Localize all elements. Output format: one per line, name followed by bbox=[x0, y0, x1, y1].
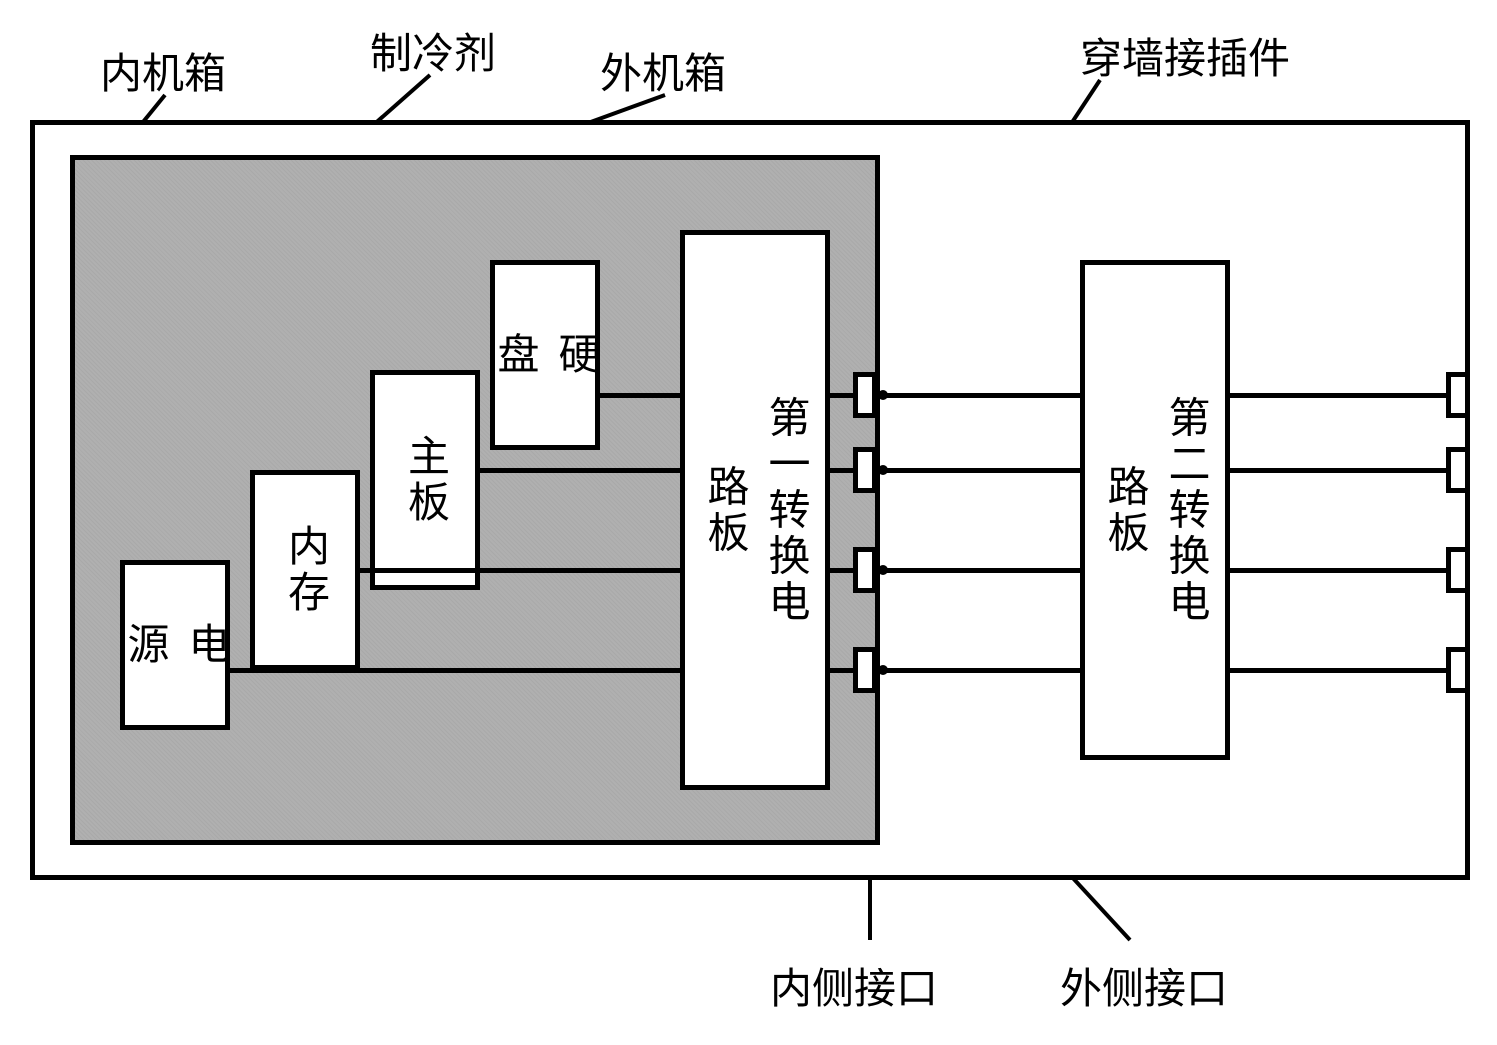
wall-connector bbox=[853, 447, 877, 493]
outer-connector bbox=[1446, 447, 1470, 493]
power-label: 电源 bbox=[114, 605, 236, 685]
first-converter-box: 第一转换电路板 bbox=[680, 230, 830, 790]
hdd-box: 硬盘 bbox=[490, 260, 600, 450]
bus-line bbox=[360, 568, 680, 573]
mainboard-label: 主板 bbox=[395, 434, 456, 526]
bus-line bbox=[1230, 393, 1446, 398]
wall-connector bbox=[853, 647, 877, 693]
wall-connector bbox=[853, 547, 877, 593]
power-box: 电源 bbox=[120, 560, 230, 730]
mainboard-box: 主板 bbox=[370, 370, 480, 590]
bus-line bbox=[830, 468, 853, 473]
outer-chassis-label: 外机箱 bbox=[600, 40, 726, 101]
bus-line bbox=[1230, 468, 1446, 473]
refrigerant-label: 制冷剂 bbox=[370, 20, 496, 81]
bus-line bbox=[877, 393, 1080, 398]
memory-label: 内存 bbox=[275, 524, 336, 616]
memory-box: 内存 bbox=[250, 470, 360, 670]
bus-line bbox=[480, 468, 680, 473]
outer-connector bbox=[1446, 647, 1470, 693]
second-converter-box: 第二转换电路板 bbox=[1080, 260, 1230, 760]
bus-line bbox=[1230, 568, 1446, 573]
outer-connector bbox=[1446, 372, 1470, 418]
bus-line bbox=[877, 668, 1080, 673]
bus-line bbox=[877, 568, 1080, 573]
outer-connector bbox=[1446, 547, 1470, 593]
outer-port-label: 外侧接口 bbox=[1060, 955, 1228, 1016]
inner-chassis-label: 内机箱 bbox=[100, 40, 226, 101]
first-converter-label: 第一转换电路板 bbox=[694, 373, 816, 648]
inner-port-label: 内侧接口 bbox=[770, 955, 938, 1016]
wall-connector bbox=[853, 372, 877, 418]
second-converter-label: 第二转换电路板 bbox=[1094, 388, 1216, 633]
bus-line bbox=[600, 393, 680, 398]
bus-line bbox=[1230, 668, 1446, 673]
bus-line bbox=[830, 568, 853, 573]
bus-line bbox=[877, 468, 1080, 473]
bus-line bbox=[230, 668, 680, 673]
wall-connector-label: 穿墙接插件 bbox=[1080, 25, 1290, 86]
bus-line bbox=[830, 668, 853, 673]
bus-line bbox=[830, 393, 853, 398]
hdd-label: 硬盘 bbox=[484, 310, 606, 400]
